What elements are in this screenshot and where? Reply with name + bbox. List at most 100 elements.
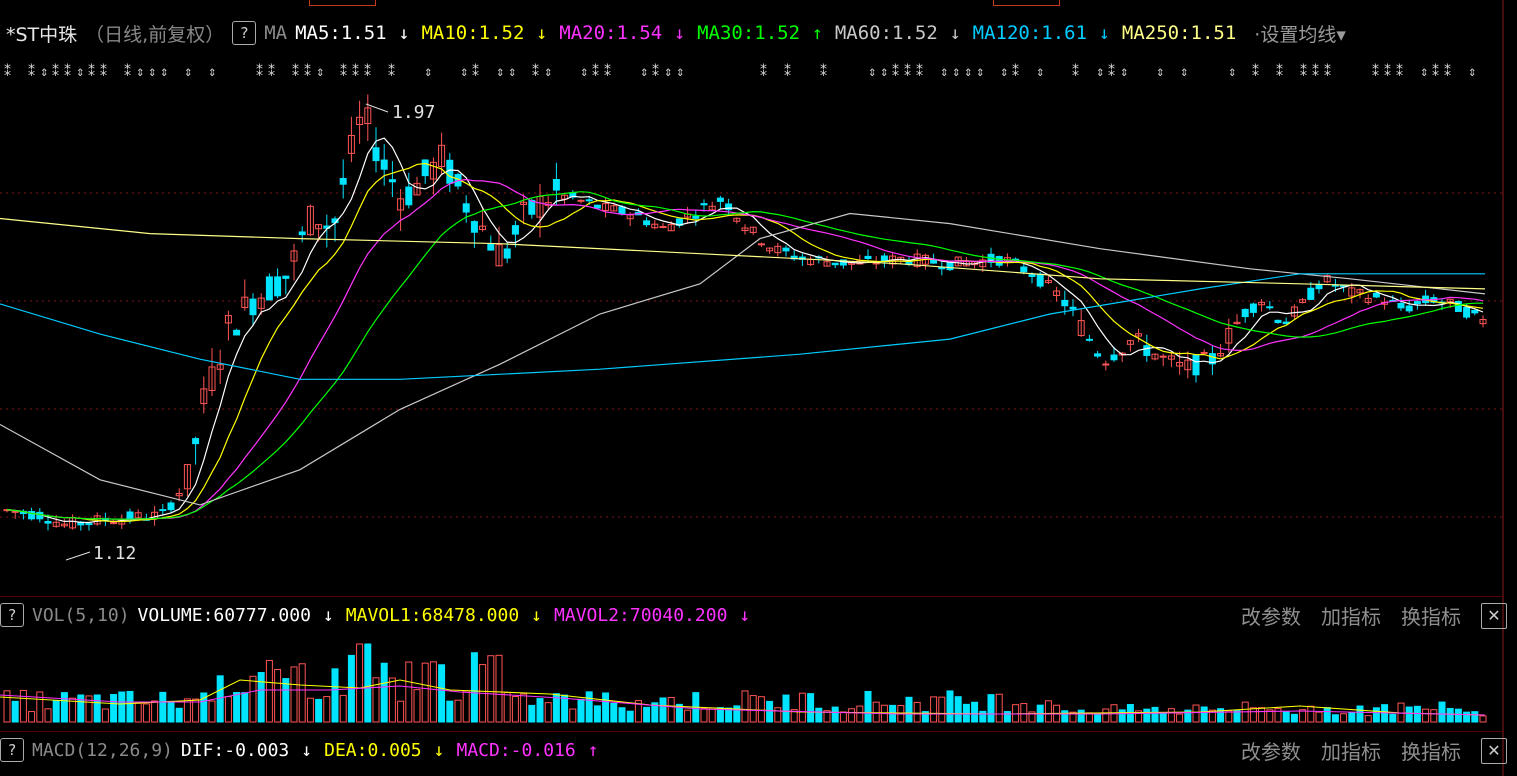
candle-body [1479,319,1487,325]
panel-divider [0,731,1503,732]
main-help-button[interactable]: ? [232,21,257,45]
volume-bar [110,694,118,723]
candle-body [1348,287,1356,297]
volume-indicator-name[interactable]: VOL(5,10) [32,604,130,626]
volume-bar [274,669,282,723]
volume-bar [1364,715,1372,723]
volume-bar [446,700,454,723]
candle-body [757,243,765,246]
volume-bar [421,662,429,723]
macd-legend-item: MACD:-0.016 ↑ [457,740,611,761]
candle-body [438,144,446,168]
event-marker: ⇕ [976,64,984,80]
candle-body [265,276,273,301]
arrow-down-icon: ↓ [536,22,548,44]
macd-close-icon[interactable]: ✕ [1481,737,1507,764]
macd-legend: ? MACD(12,26,9) DIF:-0.003 ↓ DEA:0.005 ↓ MAC… [0,733,619,767]
event-marker: ⁑ [1300,63,1307,80]
event-marker: ⁑ [1372,63,1379,80]
macd-indicator-name[interactable]: MACD(12,26,9) [32,739,173,761]
volume-bar [364,643,372,723]
volume-switch-indicator-button[interactable]: 换指标 [1401,605,1461,629]
volume-bar [602,692,610,723]
volume-bar [987,694,995,723]
period-label: （日线,前复权） [85,23,225,46]
event-marker: ⁑ [652,63,659,80]
candle-body [167,502,175,511]
ma-legend-item: MA30:1.52 ↑ [697,22,835,44]
event-marker: ⇕ [424,64,432,80]
main-indicator-name[interactable]: MA [264,22,288,44]
volume-bar [1299,709,1307,723]
volume-bar [938,696,946,723]
volume-add-indicator-button[interactable]: 加指标 [1321,605,1381,629]
arrow-down-icon: ↓ [301,739,313,761]
volume-bar [544,702,552,723]
volume-bar [593,705,601,723]
volume-bar [839,711,847,723]
candle-body [577,199,585,202]
volume-bar [798,692,806,723]
volume-bar [356,643,364,723]
volume-bar [643,706,651,723]
candle-body [1110,354,1118,361]
event-marker: ⁑ [532,63,539,80]
volume-bar [397,700,405,723]
volume-bar [282,678,290,723]
set-ma-button[interactable]: ·设置均线▾ [1254,23,1346,46]
event-marker: ⇕ [1228,64,1236,80]
volume-bar [1143,708,1151,723]
volume-bar [85,695,93,723]
macd-legend-value: DIF:-0.003 [180,739,290,761]
volume-bar [856,705,864,723]
ma250-line [0,217,1486,290]
vol-legend-item: MAVOL2:70040.200 ↓ [554,605,762,626]
candle-body [183,464,191,490]
volume-bar [1340,713,1348,723]
high-price-label: 1.97 [392,102,435,123]
event-marker: ⇕ [580,64,588,80]
candle-body [602,203,610,211]
event-marker: ⁑ [4,63,11,80]
volume-bar [142,703,150,723]
macd-edit-params-button[interactable]: 改参数 [1241,740,1301,764]
volume-bar [265,660,273,723]
macd-add-indicator-button[interactable]: 加指标 [1321,740,1381,764]
volume-bar [1044,700,1052,723]
stock-name: *ST中珠 [6,23,78,46]
event-marker: ⇕ [544,64,552,80]
volume-bar [905,696,913,723]
candle-body [208,366,216,391]
volume-bar [1438,701,1446,723]
volume-close-icon[interactable]: ✕ [1481,602,1507,629]
volume-bar [995,693,1003,723]
volume-edit-params-button[interactable]: 改参数 [1241,605,1301,629]
macd-help-button[interactable]: ? [0,738,24,762]
candle-body [429,161,437,180]
volume-panel-buttons: 改参数 加指标 换指标 ✕ [1241,601,1507,630]
candle-body [339,177,347,185]
volume-bar [831,706,839,723]
event-marker: ⁑ [88,63,95,80]
candle-body [421,159,429,177]
ma-legend-value: MA250:1.51 [1121,22,1237,44]
vol-legend-item: MAVOL1:68478.000 ↓ [346,605,554,626]
candle-body [1413,301,1421,305]
volume-bar [1069,711,1077,723]
event-marker: ⁑ [1384,63,1391,80]
macd-switch-indicator-button[interactable]: 换指标 [1401,740,1461,764]
volume-bar [249,675,257,723]
macd-legend-items: DIF:-0.003 ↓ DEA:0.005 ↓ MACD:-0.016 ↑ [181,740,611,761]
event-marker: ⁑ [904,63,911,80]
volume-bar [1118,709,1126,723]
volume-bar [774,707,782,723]
event-marker: ⇕ [1096,64,1104,80]
volume-bar [503,692,511,723]
candle-body [1159,355,1167,358]
volume-bar [290,666,298,723]
volume-bar [1159,713,1167,723]
event-marker: ⁑ [364,63,371,80]
event-marker: ⇕ [316,64,324,80]
volume-help-button[interactable]: ? [0,603,24,627]
